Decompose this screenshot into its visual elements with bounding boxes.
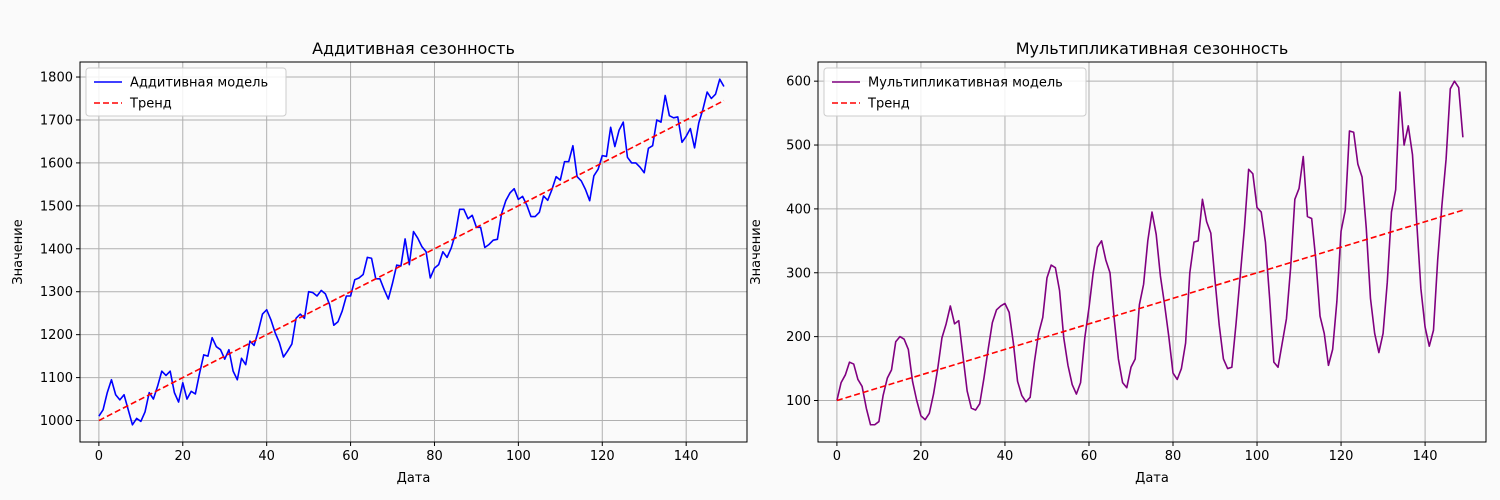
multiplicative-seasonality-chart: Мультипликативная сезонность Дата Значен… (749, 39, 1487, 486)
x-tick-label: 60 (1081, 449, 1098, 464)
chart-title: Мультипликативная сезонность (1016, 39, 1289, 58)
y-tick-label: 1000 (40, 414, 73, 429)
y-axis-label: Значение (11, 219, 26, 284)
legend-label-series-0: Аддитивная модель (130, 76, 268, 91)
legend-box (85, 67, 287, 117)
series-line-1 (836, 209, 1464, 402)
y-tick-label: 1300 (40, 285, 73, 300)
legend-box (823, 67, 1087, 117)
x-tick-label: 0 (95, 449, 103, 464)
grid (818, 62, 1486, 442)
x-tick-label: 20 (913, 449, 930, 464)
y-tick-label: 1100 (40, 371, 73, 386)
x-tick-label: 80 (1165, 449, 1182, 464)
x-tick-label: 100 (1245, 449, 1270, 464)
y-tick-label: 200 (786, 330, 811, 345)
x-tick-label: 120 (1329, 449, 1354, 464)
x-axis-label: Дата (1135, 471, 1169, 486)
x-tick-label: 140 (674, 449, 699, 464)
x-tick-label: 80 (426, 449, 443, 464)
y-axis-label: Значение (749, 219, 764, 284)
axes-frame (817, 61, 1487, 443)
series-line-0 (836, 80, 1464, 426)
y-tick-label: 1800 (40, 71, 73, 86)
legend-label-series-1: Тренд (129, 97, 172, 112)
y-tick-label: 500 (786, 139, 811, 154)
x-tick-label: 40 (997, 449, 1014, 464)
x-tick-label: 100 (506, 449, 531, 464)
legend-label-series-0: Мультипликативная модель (868, 76, 1063, 91)
x-tick-label: 40 (258, 449, 275, 464)
y-tick-label: 300 (786, 266, 811, 281)
y-tick-label: 1500 (40, 199, 73, 214)
x-tick-label: 120 (590, 449, 615, 464)
plot-area (818, 62, 1486, 442)
y-tick-label: 1700 (40, 113, 73, 128)
y-tick-label: 1200 (40, 328, 73, 343)
y-tick-label: 600 (786, 75, 811, 90)
x-tick-label: 140 (1413, 449, 1438, 464)
series-line-1 (98, 99, 725, 422)
x-axis-label: Дата (397, 471, 431, 486)
x-tick-label: 0 (833, 449, 841, 464)
axes-frame (79, 61, 748, 443)
y-tick-label: 100 (786, 394, 811, 409)
grid (80, 62, 747, 442)
x-tick-label: 20 (175, 449, 192, 464)
y-tick-label: 1600 (40, 156, 73, 171)
additive-seasonality-chart: Аддитивная сезонность Дата Значение 0 20 4… (11, 39, 748, 486)
series-line-0 (98, 78, 725, 426)
legend-label-series-1: Тренд (867, 97, 910, 112)
plot-area (80, 62, 747, 442)
y-tick-label: 1400 (40, 242, 73, 257)
chart-title: Аддитивная сезонность (312, 39, 515, 58)
y-tick-label: 400 (786, 202, 811, 217)
x-tick-label: 60 (342, 449, 359, 464)
